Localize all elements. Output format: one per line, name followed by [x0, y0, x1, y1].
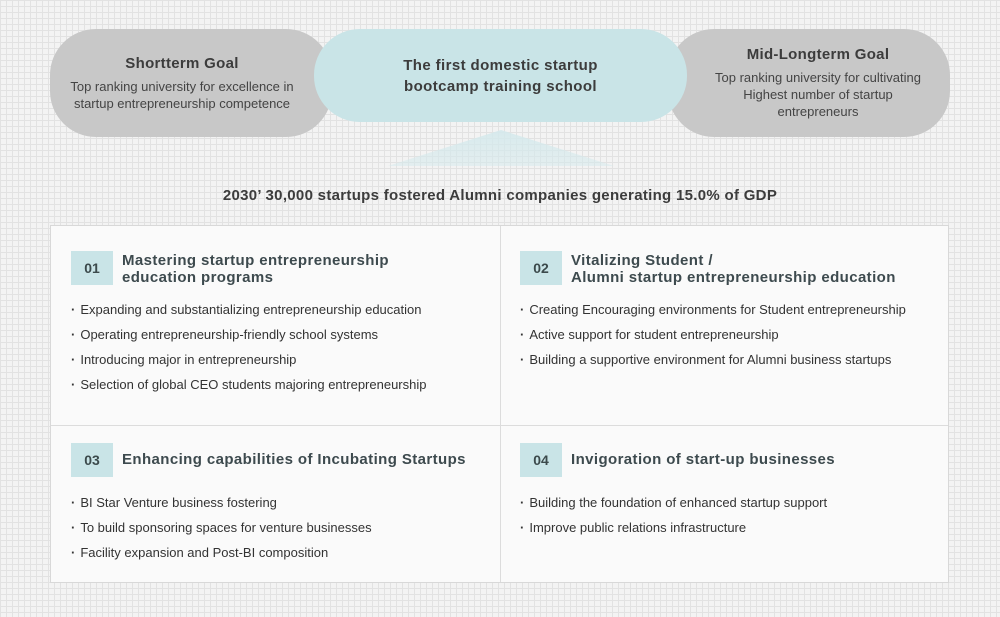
vision-statement: 2030’ 30,000 startups fostered Alumni co… — [222, 187, 778, 204]
quadrant-title-line1: Mastering startup entrepreneurship — [122, 252, 389, 269]
quadrant-item-list: Creating Encouraging environments for St… — [520, 297, 906, 372]
quadrant-title: Invigoration of start-up businesses — [571, 451, 941, 468]
central-goal-line1: The first domestic startup — [403, 56, 598, 74]
central-goal-line2: bootcamp training school — [404, 77, 597, 95]
shortterm-goal-text: Top ranking university for excellence in… — [70, 78, 294, 111]
list-item: Facility expansion and Post-BI compositi… — [71, 540, 372, 565]
quadrant-number-badge: 03 — [71, 443, 113, 477]
quadrant-title-line2: Alumni startup entrepreneurship educatio… — [571, 269, 896, 286]
mid-longterm-goal: Mid-Longterm Goal Top ranking university… — [668, 29, 950, 137]
shortterm-goal: Shortterm Goal Top ranking university fo… — [50, 29, 332, 137]
list-item: Building a supportive environment for Al… — [520, 347, 906, 372]
quadrant-title-line1: Enhancing capabilities of Incubating Sta… — [122, 451, 466, 468]
mid-longterm-goal-title: Mid-Longterm Goal — [746, 46, 890, 63]
quadrant-title: Vitalizing Student / Alumni startup entr… — [571, 252, 941, 286]
central-goal: The first domestic startup bootcamp trai… — [314, 29, 687, 122]
quadrant-number-badge: 02 — [520, 251, 562, 285]
list-item: Building the foundation of enhanced star… — [520, 490, 827, 515]
quadrant-number-badge: 04 — [520, 443, 562, 477]
up-arrow-icon — [388, 130, 614, 166]
quadrant-number-badge: 01 — [71, 251, 113, 285]
quadrant-item-list: Expanding and substantializing entrepren… — [71, 297, 427, 397]
mid-longterm-goal-text: Top ranking university for cultivating H… — [715, 70, 921, 119]
list-item: Creating Encouraging environments for St… — [520, 297, 906, 322]
list-item: BI Star Venture business fostering — [71, 490, 372, 515]
quadrant-title-line1: Invigoration of start-up businesses — [571, 451, 836, 468]
quadrant-item-list: Building the foundation of enhanced star… — [520, 490, 827, 540]
quadrant-title-line2: education programs — [122, 269, 274, 286]
panel-divider-vertical — [500, 226, 501, 582]
list-item: Operating entrepreneurship-friendly scho… — [71, 322, 427, 347]
list-item: To build sponsoring spaces for venture b… — [71, 515, 371, 540]
list-item: Improve public relations infrastructure — [520, 515, 827, 540]
quadrant-title-line1: Vitalizing Student / — [571, 252, 713, 269]
quadrant-item-list: BI Star Venture business fostering To bu… — [71, 490, 372, 565]
panel-divider-horizontal — [51, 425, 948, 426]
list-item: Selection of global CEO students majorin… — [71, 372, 426, 397]
quadrant-title: Enhancing capabilities of Incubating Sta… — [122, 451, 492, 468]
list-item: Active support for student entrepreneurs… — [520, 322, 906, 347]
list-item: Introducing major in entrepreneurship — [71, 347, 427, 372]
shortterm-goal-title: Shortterm Goal — [125, 54, 239, 72]
quadrant-title: Mastering startup entrepreneurship educa… — [122, 252, 492, 286]
strategy-panel: 01 Mastering startup entrepreneurship ed… — [50, 225, 949, 583]
list-item: Expanding and substantializing entrepren… — [71, 297, 427, 322]
